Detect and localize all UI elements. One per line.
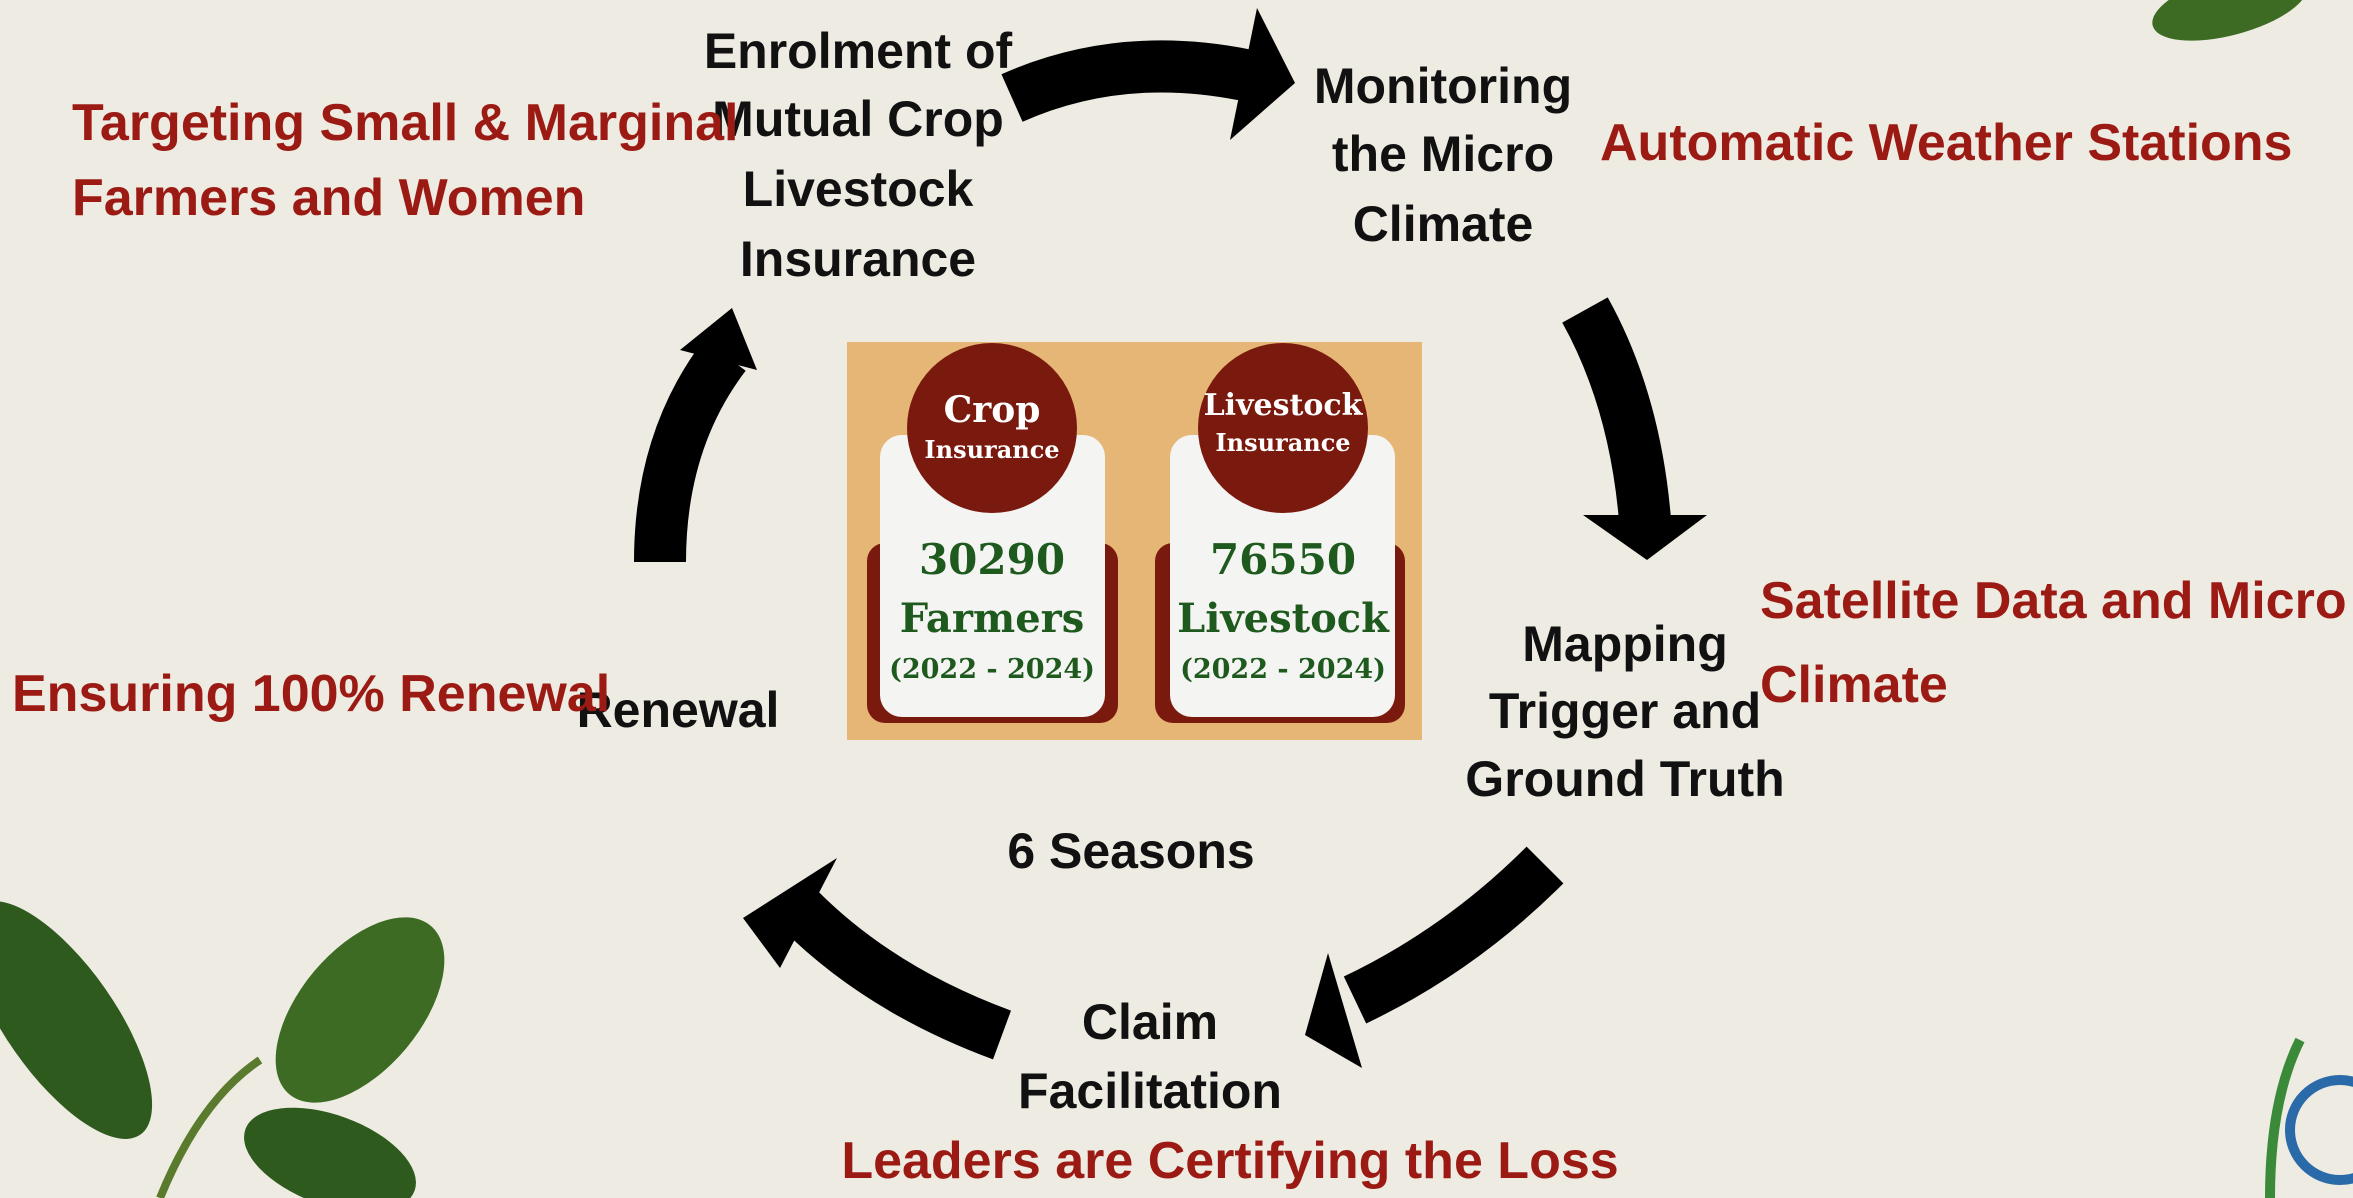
card-title: Crop <box>944 389 1041 431</box>
annotation: Climate <box>1760 656 1948 714</box>
card-count: 76550 <box>1210 535 1356 584</box>
step: Enrolment of Mutual Crop Livestock Insur… <box>704 23 1013 287</box>
step-label: Insurance <box>740 231 976 287</box>
step-label: Climate <box>1353 196 1534 252</box>
cycle-label: 6 Seasons <box>1007 823 1254 879</box>
page: Enrolment of Mutual Crop Livestock Insur… <box>0 0 2353 1198</box>
step-label: Ground Truth <box>1465 751 1784 807</box>
step-label: Mapping <box>1522 616 1728 672</box>
step-label: Mutual Crop <box>712 91 1004 147</box>
annotation: Ensuring 100% Renewal <box>12 665 610 723</box>
step-label: Facilitation <box>1018 1063 1282 1119</box>
center-panel: Crop Insurance 30290 Farmers (2022 - 202… <box>847 342 1422 740</box>
card-unit: Livestock <box>1177 595 1390 642</box>
annotation: Targeting Small & Marginal <box>72 94 738 152</box>
step: Monitoring the Micro Climate <box>1314 58 1572 252</box>
card-period: (2022 - 2024) <box>1180 654 1386 685</box>
step-label: the Micro <box>1332 126 1554 182</box>
annotation: Leaders are Certifying the Loss <box>841 1132 1618 1190</box>
step: Mapping Trigger and Ground Truth <box>1465 616 1784 807</box>
card-subtitle: Insurance <box>1215 428 1350 457</box>
step: Claim Facilitation <box>1018 994 1282 1119</box>
step-label: Trigger and <box>1489 683 1761 739</box>
card-title: Livestock <box>1204 388 1364 423</box>
step-label: Claim <box>1082 994 1218 1050</box>
annotation: Automatic Weather Stations <box>1600 114 2292 172</box>
card-unit: Farmers <box>900 595 1085 642</box>
step-label: Monitoring <box>1314 58 1572 114</box>
step-label: Livestock <box>743 161 974 217</box>
card-period: (2022 - 2024) <box>889 654 1095 685</box>
diagram: Enrolment of Mutual Crop Livestock Insur… <box>0 0 2353 1198</box>
annotation: Satellite Data and Micro <box>1760 572 2347 630</box>
annotation: Farmers and Women <box>72 169 585 227</box>
step-label: Enrolment of <box>704 23 1013 79</box>
card-subtitle: Insurance <box>924 435 1059 464</box>
card-count: 30290 <box>919 535 1065 584</box>
